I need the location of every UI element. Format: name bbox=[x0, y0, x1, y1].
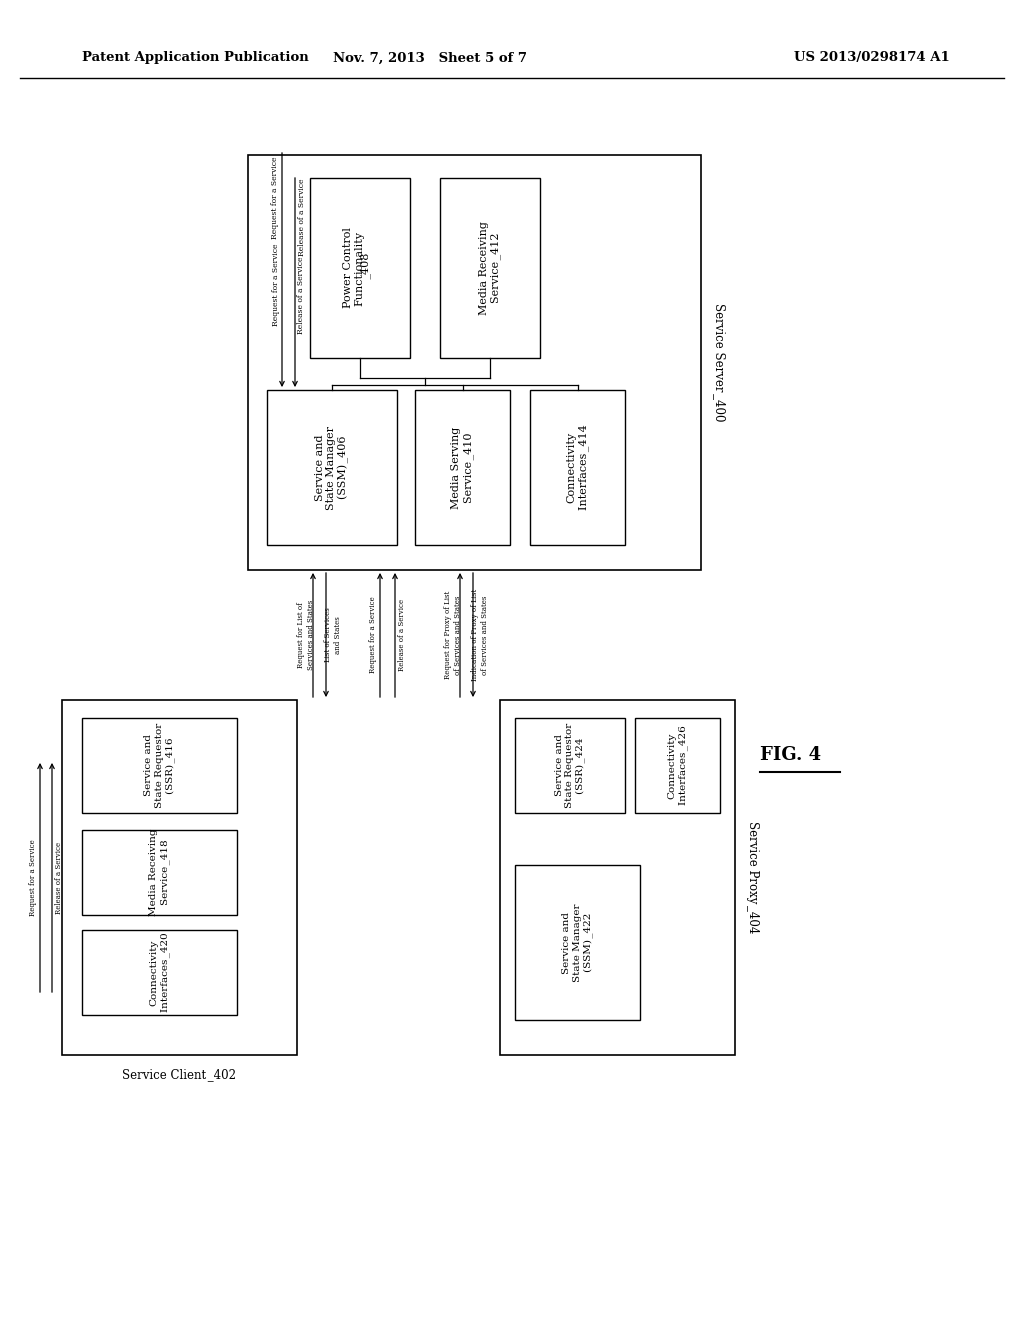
Text: Service and
State Requestor
(SSR)  ̲424: Service and State Requestor (SSR) ̲424 bbox=[555, 723, 586, 808]
Text: Patent Application Publication: Patent Application Publication bbox=[82, 51, 309, 65]
Text: Request for Proxy of List
of Services and States: Request for Proxy of List of Services an… bbox=[444, 591, 462, 678]
Bar bbox=[267, 389, 397, 545]
Text: Service Proxy  ̲404: Service Proxy ̲404 bbox=[746, 821, 760, 933]
Bar bbox=[248, 154, 701, 570]
Text: Media Receiving
Service  ̲418: Media Receiving Service ̲418 bbox=[150, 829, 170, 916]
Text: Request for List of
Services and States: Request for List of Services and States bbox=[297, 599, 314, 671]
Text: Service and
State Manager
(SSM)  ̲406: Service and State Manager (SSM) ̲406 bbox=[314, 425, 349, 510]
Bar bbox=[440, 178, 540, 358]
Text: Service and
State Manager
(SSM)  ̲422: Service and State Manager (SSM) ̲422 bbox=[562, 903, 593, 982]
Text: Request for a Service: Request for a Service bbox=[29, 840, 37, 916]
Text: Indication of Proxy of List
of Services and States: Indication of Proxy of List of Services … bbox=[471, 589, 488, 681]
Text: US 2013/0298174 A1: US 2013/0298174 A1 bbox=[795, 51, 950, 65]
Bar bbox=[635, 718, 720, 813]
Text: Power Control
Functionality
̲408: Power Control Functionality ̲408 bbox=[343, 227, 377, 309]
Text: Connectivity
Interfaces  ̲426: Connectivity Interfaces ̲426 bbox=[668, 726, 687, 805]
Bar bbox=[62, 700, 297, 1055]
Bar bbox=[82, 718, 237, 813]
Text: Release of a Service: Release of a Service bbox=[298, 178, 306, 256]
Text: Service and
State Requestor
(SSR)  ̲416: Service and State Requestor (SSR) ̲416 bbox=[144, 723, 175, 808]
Bar bbox=[415, 389, 510, 545]
Text: Nov. 7, 2013   Sheet 5 of 7: Nov. 7, 2013 Sheet 5 of 7 bbox=[333, 51, 527, 65]
Text: Request for a Service: Request for a Service bbox=[369, 597, 377, 673]
Text: Service Client  ̲402: Service Client ̲402 bbox=[123, 1068, 237, 1081]
Bar bbox=[530, 389, 625, 545]
Text: Request for a Service: Request for a Service bbox=[271, 156, 279, 239]
Text: Release of a Service: Release of a Service bbox=[297, 256, 305, 334]
Text: Media Receiving
Service  ̲412: Media Receiving Service ̲412 bbox=[479, 220, 501, 315]
Text: Release of a Service: Release of a Service bbox=[398, 599, 406, 671]
Text: FIG. 4: FIG. 4 bbox=[760, 746, 821, 764]
Bar bbox=[310, 178, 410, 358]
Bar bbox=[500, 700, 735, 1055]
Bar bbox=[82, 830, 237, 915]
Text: Connectivity
Interfaces  ̲414: Connectivity Interfaces ̲414 bbox=[566, 425, 589, 511]
Bar bbox=[82, 931, 237, 1015]
Text: Request for a Service: Request for a Service bbox=[272, 244, 280, 326]
Bar bbox=[515, 865, 640, 1020]
Text: Service Server  ̲400: Service Server ̲400 bbox=[713, 304, 725, 422]
Text: Connectivity
Interfaces  ̲420: Connectivity Interfaces ̲420 bbox=[150, 933, 170, 1012]
Text: List of Services
and States: List of Services and States bbox=[325, 607, 342, 663]
Text: Media Serving
Service  ̲410: Media Serving Service ̲410 bbox=[452, 426, 474, 508]
Bar bbox=[515, 718, 625, 813]
Text: Release of a Service: Release of a Service bbox=[55, 841, 63, 913]
